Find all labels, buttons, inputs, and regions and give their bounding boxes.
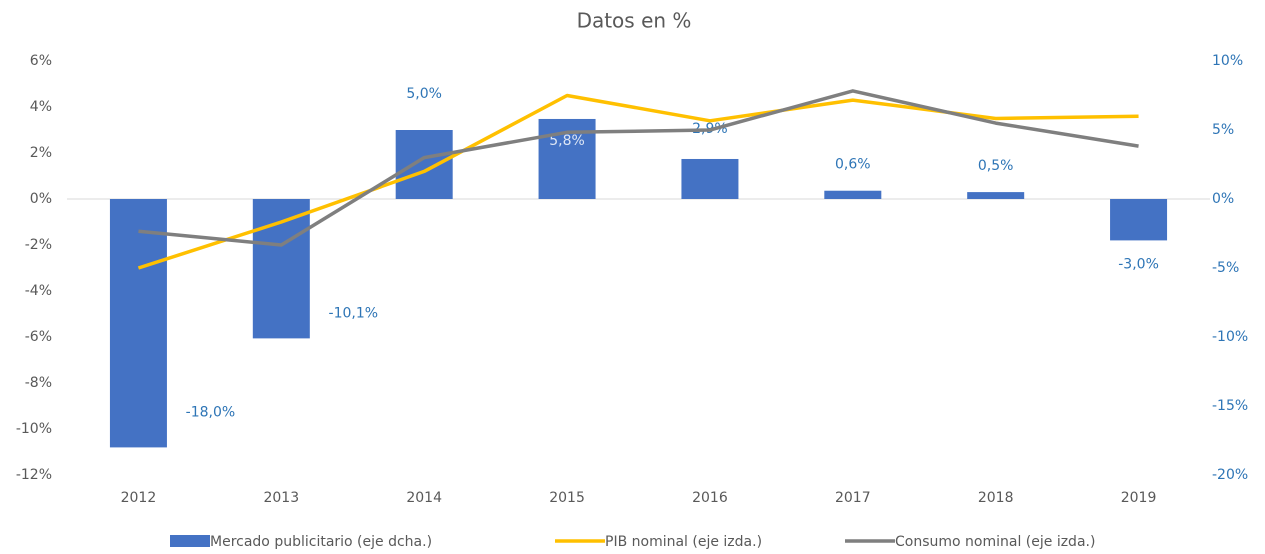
y2-tick-label: 0% [1212,191,1234,207]
y2-tick-label: 5% [1212,122,1234,138]
y-tick-label: 4% [30,99,52,115]
y2-tick-label: 10% [1212,53,1243,69]
chart-title: Datos en % [577,9,692,33]
bar [395,130,453,199]
data-label: 0,6% [835,157,871,173]
y2-tick-label: -5% [1212,260,1239,276]
x-tick-label: 2019 [1121,490,1157,506]
legend-label: PIB nominal (eje izda.) [605,534,762,550]
y2-tick-label: -15% [1212,398,1248,414]
bar [681,158,739,199]
bar [1110,199,1168,241]
y-tick-label: -10% [16,421,52,437]
x-tick-label: 2018 [978,490,1014,506]
y-tick-label: 6% [30,53,52,69]
data-label: -3,0% [1118,256,1159,272]
x-tick-label: 2014 [406,490,442,506]
y-tick-label: -2% [25,237,52,253]
data-label: 0,5% [978,158,1014,174]
legend-swatch [170,535,210,547]
y-tick-label: -8% [25,375,52,391]
data-label: 5,0% [406,86,442,102]
x-tick-label: 2015 [549,490,585,506]
y2-tick-label: -20% [1212,467,1248,483]
line [137,93,1139,270]
x-tick-label: 2013 [263,490,299,506]
legend-label: Consumo nominal (eje izda.) [895,534,1095,550]
bar [824,190,882,199]
y-tick-label: -4% [25,283,52,299]
y-tick-label: 0% [30,191,52,207]
x-tick-label: 2012 [121,490,157,506]
data-label: 5,8% [549,133,585,149]
data-label: -18,0% [186,404,236,420]
y-tick-label: -6% [25,329,52,345]
x-tick-label: 2016 [692,490,728,506]
x-tick-label: 2017 [835,490,871,506]
y-tick-label: 2% [30,145,52,161]
data-label: -10,1% [329,305,379,321]
bar [252,199,310,339]
line [138,89,1139,247]
y-tick-label: -12% [16,467,52,483]
bar [967,192,1025,199]
legend-label: Mercado publicitario (eje dcha.) [210,534,432,550]
bar [109,199,167,448]
y2-tick-label: -10% [1212,329,1248,345]
